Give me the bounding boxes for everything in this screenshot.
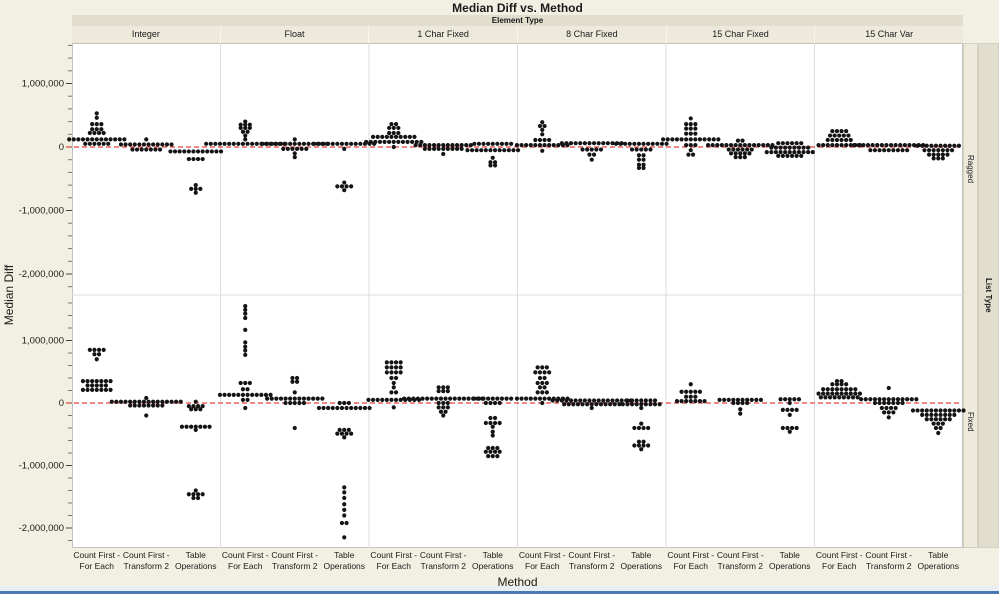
x-category-label: Count First - Transform 2	[271, 550, 319, 571]
y-tick-label: -2,000,000	[19, 269, 64, 280]
x-category-label: Count First - For Each	[667, 550, 715, 571]
x-category-label: Table Operations	[323, 550, 366, 571]
column-group-band: Element Type	[72, 15, 963, 26]
x-category-label: Count First - Transform 2	[419, 550, 467, 571]
data-dot[interactable]	[67, 137, 72, 142]
x-axis-title: Method	[497, 575, 538, 589]
y-tick-label: -1,000,000	[19, 206, 64, 217]
column-headers-row: Integer Float 1 Char Fixed 8 Char Fixed 15 C…	[72, 26, 964, 43]
chart-title: Median Diff vs. Method	[452, 1, 583, 15]
y-tick-label: -1,000,000	[19, 461, 64, 472]
y-tick-label: 1,000,000	[22, 336, 64, 347]
column-header: 15 Char Var	[814, 26, 964, 43]
x-category-label: Table Operations	[620, 550, 663, 571]
column-header: 8 Char Fixed	[517, 26, 666, 43]
x-category-label: Count First - Transform 2	[865, 550, 913, 571]
row-group-label: List Type	[984, 278, 993, 313]
y-axis-title: Median Diff	[2, 264, 16, 326]
y-tick-label: 1,000,000	[22, 79, 64, 90]
column-header: Integer	[72, 26, 220, 43]
x-category-label: Count First - For Each	[815, 550, 863, 571]
x-category-label: Count First - Transform 2	[568, 550, 616, 571]
x-category-label: Count First - For Each	[518, 550, 566, 571]
y-tick-label: 0	[59, 398, 64, 409]
window-bottom-edge	[0, 586, 999, 594]
x-category-label: Count First - For Each	[370, 550, 418, 571]
plot-area	[72, 43, 963, 548]
column-header: 1 Char Fixed	[368, 26, 518, 43]
x-category-label: Table Operations	[471, 550, 514, 571]
x-category-label: Count First - For Each	[221, 550, 269, 571]
y-tick-label: 0	[59, 142, 64, 153]
x-category-label: Table Operations	[917, 550, 960, 571]
x-category-label: Count First - Transform 2	[716, 550, 764, 571]
x-category-label: Count First - Transform 2	[122, 550, 170, 571]
y-tick-label: -2,000,000	[19, 523, 64, 534]
x-category-label: Table Operations	[174, 550, 217, 571]
row-strip	[963, 43, 978, 548]
row-label-fixed: Fixed	[966, 411, 975, 432]
x-category-label: Count First - For Each	[73, 550, 121, 571]
row-label-ragged: Ragged	[966, 154, 975, 184]
column-header: 15 Char Fixed	[665, 26, 815, 43]
x-category-label: Table Operations	[768, 550, 811, 571]
column-header: Float	[219, 26, 369, 43]
